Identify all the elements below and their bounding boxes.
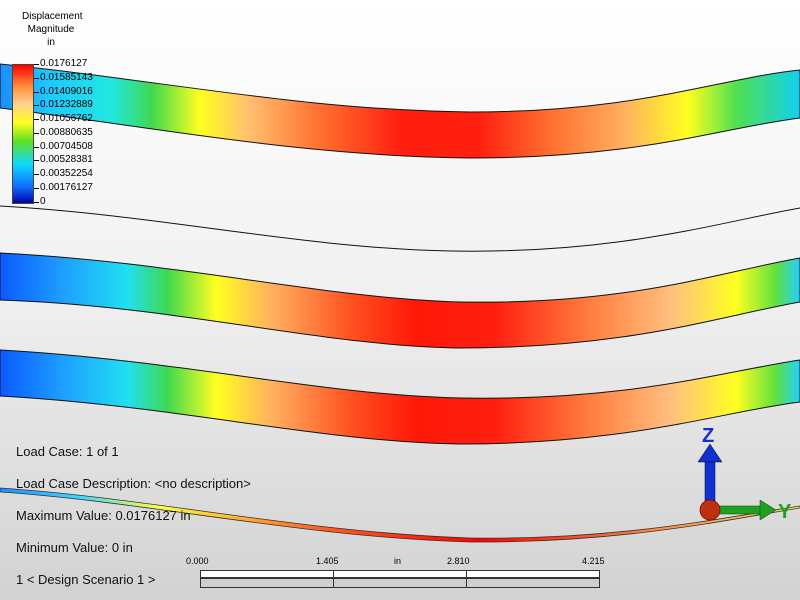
scale-tick-label: 1.405 <box>316 556 339 566</box>
load-case-description-text: Load Case Description: <no description> <box>16 476 251 491</box>
legend-title: Displacement Magnitude in <box>22 10 83 49</box>
minimum-value-text: Minimum Value: 0 in <box>16 540 133 555</box>
scale-segment <box>200 570 334 578</box>
legend-label: 0.00880635 <box>34 127 93 142</box>
legend-title-line2: Magnitude <box>27 24 75 35</box>
legend-label: 0.01585143 <box>34 72 93 87</box>
legend-label: 0.01409016 <box>34 86 93 101</box>
scale-segment <box>333 578 467 588</box>
y-axis-arrowhead <box>759 499 777 521</box>
maximum-value-text: Maximum Value: 0.0176127 in <box>16 508 191 523</box>
orientation-triad[interactable]: Z Y <box>680 420 800 530</box>
scale-segment <box>466 578 600 588</box>
legend-label: 0.01056762 <box>34 114 93 128</box>
y-axis-label: Y <box>778 501 792 523</box>
scale-bar <box>200 570 600 588</box>
scale-tick-label: 4.215 <box>582 556 605 566</box>
legend-title-line1: Displacement <box>22 11 83 22</box>
z-axis-arrowhead <box>697 443 723 463</box>
undeformed-outline <box>0 205 800 252</box>
load-case-text: Load Case: 1 of 1 <box>16 444 119 459</box>
legend-label: 0.00528381 <box>34 155 93 169</box>
beam-thin <box>0 487 800 543</box>
scale-segment <box>466 570 600 578</box>
legend-labels: 0.0176127 0.01585143 0.01409016 0.012328… <box>34 59 93 211</box>
design-scenario-text: 1 < Design Scenario 1 > <box>16 572 156 587</box>
origin-sphere <box>699 499 721 521</box>
y-axis-shaft <box>717 505 763 515</box>
beam-lower <box>0 349 800 445</box>
scale-segment <box>333 570 467 578</box>
legend-label: 0.00704508 <box>34 141 93 156</box>
legend-color-bar <box>12 64 34 204</box>
scale-unit-label: in <box>394 556 402 566</box>
legend-label: 0.0176127 <box>34 59 93 73</box>
legend-label: 0 <box>34 196 93 211</box>
scale-segment <box>200 578 334 588</box>
beam-middle <box>0 252 800 349</box>
z-axis-label: Z <box>702 425 714 447</box>
legend-label: 0.01232889 <box>34 100 93 114</box>
legend-label: 0.00176127 <box>34 182 93 197</box>
legend-label: 0.00352254 <box>34 169 93 183</box>
scale-tick-label: 2.810 <box>447 556 470 566</box>
legend-title-line3: in <box>47 37 55 48</box>
beam-top <box>0 63 800 159</box>
scale-tick-label: 0.000 <box>186 556 209 566</box>
